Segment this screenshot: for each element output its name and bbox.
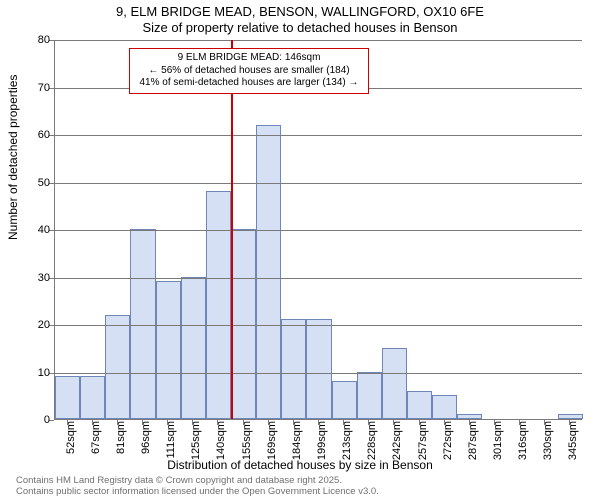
annotation-box: 9 ELM BRIDGE MEAD: 146sqm← 56% of detach… [129,48,369,94]
y-tick-label: 80 [26,34,50,46]
gridline [55,135,582,136]
y-tick-label: 50 [26,177,50,189]
histogram-bar [407,391,432,420]
x-tick-label: 228sqm [366,421,378,460]
x-tick-label: 287sqm [467,421,479,460]
title-block: 9, ELM BRIDGE MEAD, BENSON, WALLINGFORD,… [0,4,600,37]
histogram-bar [181,277,206,420]
x-tick-label: 330sqm [542,421,554,460]
x-tick-label: 67sqm [90,421,102,454]
y-tick-label: 40 [26,224,50,236]
chart-area: 9 ELM BRIDGE MEAD: 146sqm← 56% of detach… [54,40,582,420]
reference-line [231,40,233,419]
annotation-line: 41% of semi-detached houses are larger (… [136,77,362,90]
histogram-bar [332,381,357,419]
x-tick-label: 345sqm [567,421,579,460]
gridline [55,278,582,279]
x-tick-label: 272sqm [442,421,454,460]
histogram-bar [206,191,231,419]
histogram-bar [558,414,583,419]
histogram-bar [306,319,331,419]
histogram-bar [357,372,382,420]
histogram-bar [156,281,181,419]
y-tick-label: 30 [26,272,50,284]
y-tick-label: 60 [26,129,50,141]
y-tick-label: 20 [26,319,50,331]
x-tick-label: 242sqm [391,421,403,460]
x-tick-label: 81sqm [115,421,127,454]
histogram-bar [130,229,155,419]
x-tick-label: 213sqm [341,421,353,460]
x-tick-label: 155sqm [241,421,253,460]
gridline [55,230,582,231]
histogram-bar [256,125,281,420]
plot-area: 9 ELM BRIDGE MEAD: 146sqm← 56% of detach… [54,40,582,420]
histogram-bar [80,376,105,419]
gridline [55,183,582,184]
x-tick-label: 111sqm [165,421,177,459]
x-tick-label: 301sqm [492,421,504,460]
histogram-bar [432,395,457,419]
x-tick-label: 169sqm [266,421,278,460]
title-line2: Size of property relative to detached ho… [0,20,600,36]
histogram-bar [382,348,407,419]
y-tick-label: 70 [26,82,50,94]
x-tick-label: 125sqm [190,421,202,460]
x-tick-label: 316sqm [517,421,529,460]
y-axis-label: Number of detached properties [6,75,20,240]
x-tick-label: 96sqm [140,421,152,454]
x-axis-label: Distribution of detached houses by size … [0,458,600,472]
y-tick-label: 0 [26,414,50,426]
histogram-bar [231,229,256,419]
y-tick-label: 10 [26,367,50,379]
x-tick-label: 184sqm [291,421,303,460]
annotation-line: ← 56% of detached houses are smaller (18… [136,65,362,78]
footer-line2: Contains public sector information licen… [16,487,588,498]
x-tick-label: 199sqm [316,421,328,460]
title-line1: 9, ELM BRIDGE MEAD, BENSON, WALLINGFORD,… [0,4,600,20]
x-tick-label: 140sqm [215,421,227,460]
gridline [55,325,582,326]
histogram-bar [457,414,482,419]
figure: 9, ELM BRIDGE MEAD, BENSON, WALLINGFORD,… [0,0,600,500]
histogram-bar [55,376,80,419]
gridline [55,373,582,374]
gridline [55,40,582,41]
histogram-bar [281,319,306,419]
x-tick-label: 257sqm [417,421,429,460]
annotation-line: 9 ELM BRIDGE MEAD: 146sqm [136,52,362,65]
histogram-bar [105,315,130,420]
x-tick-label: 52sqm [65,421,77,454]
footer: Contains HM Land Registry data © Crown c… [16,476,588,498]
